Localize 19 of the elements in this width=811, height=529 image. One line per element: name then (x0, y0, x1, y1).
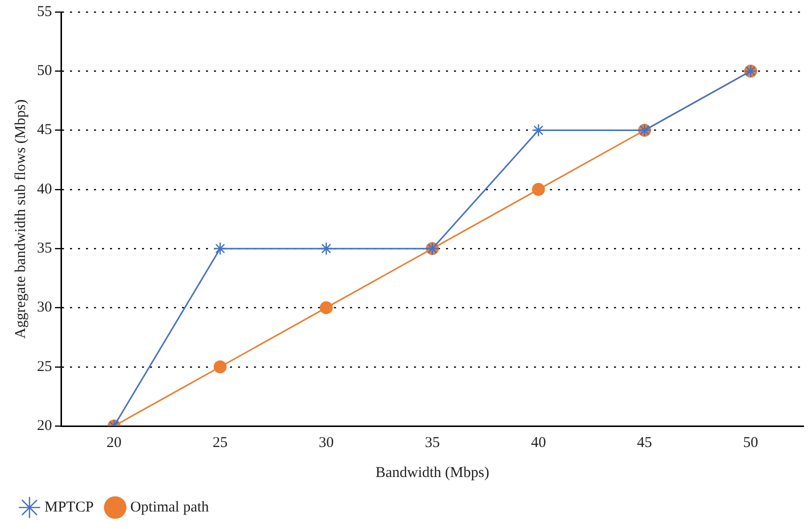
y-tick-label: 20 (37, 418, 52, 434)
x-tick-label: 25 (212, 434, 228, 451)
y-tick-label: 25 (37, 358, 52, 375)
y-tick-label: 50 (37, 63, 52, 80)
x-axis-title: Bandwidth (Mbps) (375, 464, 490, 481)
x-tick-label: 45 (637, 434, 652, 451)
y-tick-label: 30 (37, 300, 52, 316)
legend-label: Optimal path (130, 499, 210, 516)
y-tick-label: 40 (37, 181, 52, 198)
y-tick-label: 45 (37, 122, 52, 138)
y-tick-label: 35 (37, 240, 52, 257)
y-tick-label: 55 (37, 4, 52, 20)
x-tick-label: 40 (530, 434, 546, 451)
x-tick-label: 30 (318, 434, 334, 451)
y-axis-title: Aggregate bandwidth sub flows (Mbps) (12, 99, 29, 339)
x-tick-label: 35 (424, 434, 440, 451)
x-tick-label: 20 (106, 434, 122, 451)
legend-label: MPTCP (44, 499, 94, 516)
x-tick-label: 50 (743, 434, 758, 451)
